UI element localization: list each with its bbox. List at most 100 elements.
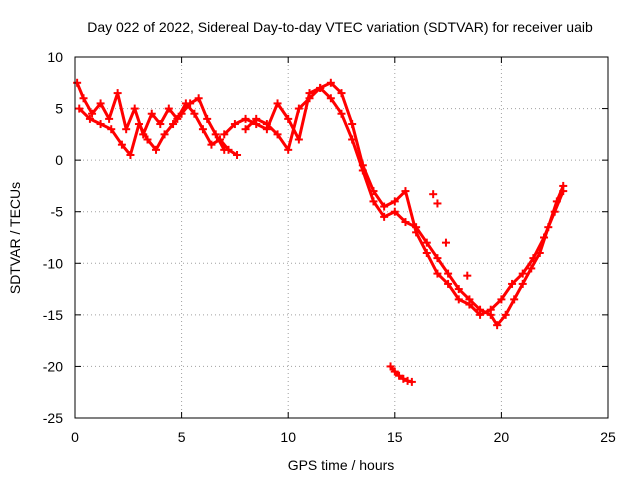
data-point [369, 187, 378, 196]
data-point [147, 109, 156, 118]
data-point [284, 114, 293, 123]
data-point [126, 150, 135, 159]
data-point [412, 228, 421, 237]
data-point [198, 125, 207, 134]
data-point [337, 109, 346, 118]
data-point [433, 199, 442, 208]
data-point [422, 248, 431, 257]
data-point [390, 207, 399, 216]
data-point [493, 321, 502, 330]
data-point [207, 140, 216, 149]
data-point [337, 89, 346, 98]
data-point [508, 279, 517, 288]
data-point [273, 130, 282, 139]
data-point [262, 120, 271, 129]
y-tick-label: 10 [47, 49, 63, 65]
data-point [358, 161, 367, 170]
data-point [79, 94, 88, 103]
y-tick-labels: 10 5 0 -5 -10 -15 -20 -25 [43, 49, 63, 426]
data-point [463, 271, 472, 280]
data-point [122, 125, 131, 134]
series-line [75, 81, 239, 157]
y-axis-label: SDTVAR / TECUs [7, 182, 23, 294]
data-point [403, 376, 412, 385]
data-point [96, 99, 105, 108]
series-line [244, 81, 565, 317]
x-tick-labels: 0 5 10 15 20 25 [71, 429, 616, 445]
data-point [422, 238, 431, 247]
data-point [75, 104, 84, 113]
data-point [454, 295, 463, 304]
series-track-d [241, 78, 568, 319]
data-point [241, 114, 250, 123]
data-point [186, 99, 195, 108]
series-track-a [73, 78, 242, 159]
y-tick-label: -25 [43, 410, 63, 426]
data-point [233, 150, 242, 159]
data-point [510, 295, 519, 304]
data-point [220, 145, 229, 154]
plot-frame [74, 56, 609, 419]
x-tick-label: 5 [178, 429, 186, 445]
data-point [164, 104, 173, 113]
data-point [550, 207, 559, 216]
data-point [156, 120, 165, 129]
data-point [407, 377, 416, 386]
data-point [527, 264, 536, 273]
y-tick-label: -20 [43, 358, 63, 374]
x-tick-label: 15 [387, 429, 403, 445]
data-point [380, 212, 389, 221]
data-point [399, 374, 408, 383]
data-point [540, 233, 549, 242]
data-point [294, 104, 303, 113]
y-tick-label: 5 [55, 101, 63, 117]
data-point [326, 78, 335, 87]
data-point [390, 367, 399, 376]
data-point [230, 120, 239, 129]
x-tick-label: 10 [280, 429, 296, 445]
x-tick-label: 25 [600, 429, 616, 445]
x-tick-label: 20 [494, 429, 510, 445]
data-point [444, 279, 453, 288]
data-point [203, 114, 212, 123]
data-point [465, 300, 474, 309]
series-track-c [220, 83, 568, 330]
data-series [73, 78, 568, 386]
series-isolated [429, 190, 472, 280]
data-point [326, 94, 335, 103]
data-point [380, 202, 389, 211]
data-point [73, 78, 82, 87]
data-point [211, 130, 220, 139]
data-point [252, 114, 261, 123]
data-point [529, 254, 538, 263]
data-point [220, 130, 229, 139]
data-point [160, 130, 169, 139]
data-point [433, 269, 442, 278]
data-point [190, 109, 199, 118]
data-point [433, 254, 442, 263]
y-tick-label: 0 [55, 152, 63, 168]
data-point [305, 94, 314, 103]
data-point [348, 120, 357, 129]
data-point [390, 197, 399, 206]
data-point [241, 125, 250, 134]
data-point [454, 285, 463, 294]
x-tick-label: 0 [71, 429, 79, 445]
data-point [518, 269, 527, 278]
data-point [369, 197, 378, 206]
y-tick-label: -15 [43, 307, 63, 323]
data-point [476, 310, 485, 319]
data-point [130, 104, 139, 113]
data-point [518, 279, 527, 288]
data-point [143, 135, 152, 144]
data-point [273, 99, 282, 108]
chart-title: Day 022 of 2022, Sidereal Day-to-day VTE… [87, 19, 593, 35]
data-point [386, 362, 395, 371]
data-point [401, 218, 410, 227]
data-point [113, 89, 122, 98]
data-point [169, 120, 178, 129]
y-tick-label: -5 [51, 204, 64, 220]
x-axis-label: GPS time / hours [288, 457, 395, 473]
